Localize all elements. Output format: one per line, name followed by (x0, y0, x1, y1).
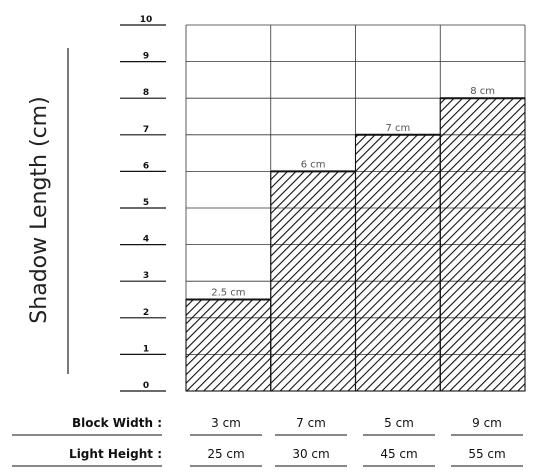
table-cell: 9 cm (472, 416, 502, 430)
y-tick-label: 9 (143, 52, 149, 62)
table-row-label: Block Width : (72, 416, 162, 430)
label-layer: 2.5 cm 6 cm 7 cm 8 cm (211, 86, 495, 298)
table-cell: 45 cm (380, 447, 417, 461)
bar-value-label: 2.5 cm (211, 288, 245, 299)
y-tick-label: 2 (143, 308, 149, 318)
y-tick-label: 6 (143, 161, 149, 171)
bar (439, 97, 526, 392)
y-tick-layer: 0 1 2 3 4 5 6 7 8 9 10 (120, 15, 166, 392)
table-row-label: Light Height : (69, 447, 162, 461)
table-cell: 5 cm (384, 416, 414, 430)
table-cell: 30 cm (292, 447, 329, 461)
y-tick-label: 8 (143, 88, 149, 98)
bar (270, 170, 357, 392)
y-tick-label: 1 (143, 344, 149, 354)
table-cell: 25 cm (207, 447, 244, 461)
bar-layer (185, 97, 526, 392)
table-cell: 3 cm (211, 416, 241, 430)
y-axis-label: Shadow Length (cm) (27, 96, 52, 323)
bar (354, 134, 441, 392)
y-tick-label: 3 (143, 271, 149, 281)
y-axis-label-group: Shadow Length (cm) (27, 48, 69, 374)
table-cell: 55 cm (468, 447, 505, 461)
y-tick-label: 4 (143, 235, 149, 245)
y-tick-label: 10 (140, 15, 153, 25)
bar-value-label: 8 cm (470, 86, 495, 97)
bar-value-label: 6 cm (301, 159, 326, 170)
bar-value-label: 7 cm (385, 123, 410, 134)
y-tick-label: 5 (143, 198, 149, 208)
y-tick-label: 0 (143, 381, 149, 391)
table-cell: 7 cm (296, 416, 326, 430)
y-tick-label: 7 (143, 125, 149, 135)
bar (185, 298, 272, 392)
data-table: Block Width : 3 cm 7 cm 5 cm 9 cm Light Heigh… (12, 416, 523, 467)
